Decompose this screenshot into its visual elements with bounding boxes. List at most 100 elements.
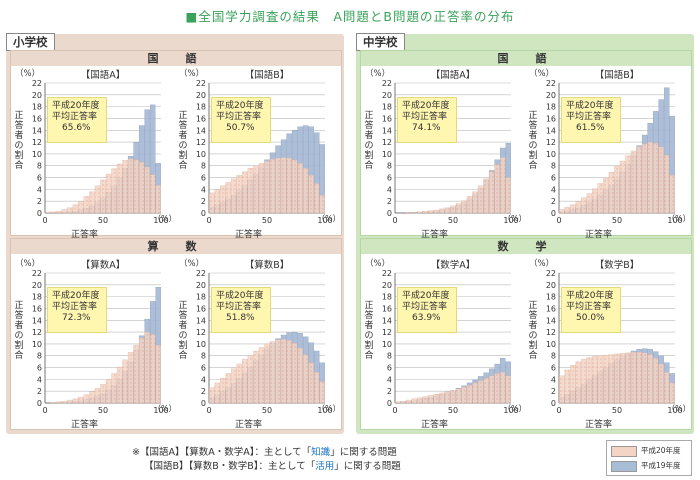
legend-swatch-h20 (611, 445, 637, 457)
y-unit-label: （%） (529, 259, 555, 269)
x-unit-label: （%） (503, 214, 527, 223)
callout-line-2: 平均正答率 (402, 112, 448, 122)
bar-h20 (636, 352, 642, 404)
bar-h20 (100, 383, 106, 404)
bar-h20 (220, 378, 226, 404)
bar-h20 (308, 362, 314, 404)
chart-svg: 0 2 4 6 8 10 12 14 16 18 20 22 0 50 100 (382, 269, 519, 415)
bar-h20 (664, 372, 670, 404)
bar-h20 (236, 363, 243, 404)
x-unit-label: （%） (667, 214, 691, 223)
callout-line-2: 平均正答率 (566, 112, 612, 122)
y-axis-label: 正答者の割合 (178, 301, 188, 361)
chart-ms-math-a: 【数学A】 （%） 正答者の割合 0 2 4 6 8 10 12 14 16 18 20 22 0 50 100 （… (363, 257, 526, 435)
bar-h20 (150, 334, 156, 404)
bar-h20 (50, 211, 56, 214)
bar-h20 (592, 356, 598, 404)
x-tick-label: 0 (556, 216, 561, 225)
y-tick-label: 8 (387, 352, 392, 361)
y-tick-label: 16 (196, 114, 206, 123)
y-tick-label: 10 (546, 340, 556, 349)
bar-h20 (450, 390, 456, 404)
bar-h20 (575, 361, 582, 404)
bar-h20 (83, 394, 90, 404)
footnote-line-1-suffix: 」に関する問題 (330, 447, 397, 458)
bar-h20 (570, 204, 576, 214)
bar-h20 (269, 159, 276, 214)
y-tick-label: 14 (546, 126, 556, 135)
bar-h20 (56, 401, 62, 404)
x-tick-label: 0 (206, 406, 211, 415)
footnote-knowledge: 知識 (311, 447, 331, 458)
average-callout: 平成20年度 平均正答率 61.5% (561, 97, 621, 143)
y-tick-label: 14 (382, 316, 392, 325)
bar-h20 (417, 211, 423, 214)
bar-h20 (150, 174, 156, 214)
section-ms-math-title: 数 学 (361, 239, 691, 254)
bar-h20 (225, 373, 232, 404)
y-tick-label: 0 (387, 209, 392, 218)
bar-h20 (122, 359, 128, 404)
bar-h20 (603, 177, 609, 214)
bar-h20 (264, 160, 270, 214)
y-tick-label: 12 (382, 328, 392, 337)
chart-title: 【数学B】 (594, 260, 640, 271)
bar-h20 (603, 354, 609, 404)
y-tick-label: 12 (546, 328, 556, 337)
y-axis-label: 正答者の割合 (14, 301, 24, 361)
chart-title: 【国語B】 (244, 70, 290, 81)
y-tick-label: 6 (551, 174, 556, 183)
x-unit-label: （%） (317, 404, 341, 413)
bar-h20 (231, 368, 237, 404)
bar-h20 (133, 344, 139, 404)
x-unit-label: （%） (503, 404, 527, 413)
y-tick-label: 16 (382, 304, 392, 313)
y-tick-label: 12 (32, 328, 42, 337)
y-tick-label: 4 (201, 375, 206, 384)
y-tick-label: 2 (551, 387, 556, 396)
bar-h20 (209, 387, 215, 404)
y-tick-label: 4 (551, 185, 556, 194)
y-tick-label: 0 (551, 209, 556, 218)
average-value: 50.0% (576, 313, 605, 323)
average-callout: 平成20年度 平均正答率 63.9% (397, 287, 457, 333)
bar-h20 (488, 171, 495, 214)
y-tick-label: 16 (32, 304, 42, 313)
y-tick-label: 6 (37, 174, 42, 183)
y-tick-label: 14 (382, 126, 392, 135)
y-tick-label: 20 (382, 91, 392, 100)
x-tick-label: 50 (612, 406, 622, 415)
y-tick-label: 0 (37, 399, 42, 408)
y-tick-label: 8 (551, 162, 556, 171)
bar-h20 (559, 375, 565, 404)
y-tick-label: 2 (201, 387, 206, 396)
x-tick-label: 100 (153, 216, 168, 225)
bar-h20 (439, 208, 445, 214)
bar-h20 (500, 372, 506, 404)
bar-h20 (608, 172, 615, 214)
x-tick-label: 50 (262, 406, 272, 415)
x-unit-label: （%） (153, 214, 177, 223)
bar-h20 (111, 168, 117, 214)
footnote-line-2-suffix: 」に関する問題 (334, 461, 401, 472)
bar-h20 (138, 162, 145, 214)
chart-es-math-a: 【算数A】 （%） 正答者の割合 0 2 4 6 8 10 12 14 16 18 20 22 0 50 100 （… (13, 257, 176, 435)
bar-h20 (302, 354, 309, 404)
average-callout: 平成20年度 平均正答率 51.8% (211, 287, 271, 333)
y-tick-label: 12 (546, 138, 556, 147)
x-tick-label: 0 (392, 406, 397, 415)
x-tick-label: 100 (503, 406, 518, 415)
x-tick-label: 100 (153, 406, 168, 415)
section-es-math: 算 数 【算数A】 （%） 正答者の割合 0 2 4 6 8 10 12 14 16 18 20 22 0 50… (10, 238, 342, 430)
x-tick-label: 50 (262, 216, 272, 225)
bar-h20 (455, 388, 462, 404)
bar-h20 (477, 185, 484, 214)
bar-h20 (78, 201, 84, 214)
bar-h20 (242, 359, 248, 404)
y-tick-label: 2 (37, 197, 42, 206)
bar-h20 (647, 141, 653, 214)
bar-h20 (505, 177, 511, 214)
bar-h20 (630, 352, 637, 404)
y-tick-label: 14 (32, 316, 42, 325)
y-tick-label: 16 (382, 114, 392, 123)
